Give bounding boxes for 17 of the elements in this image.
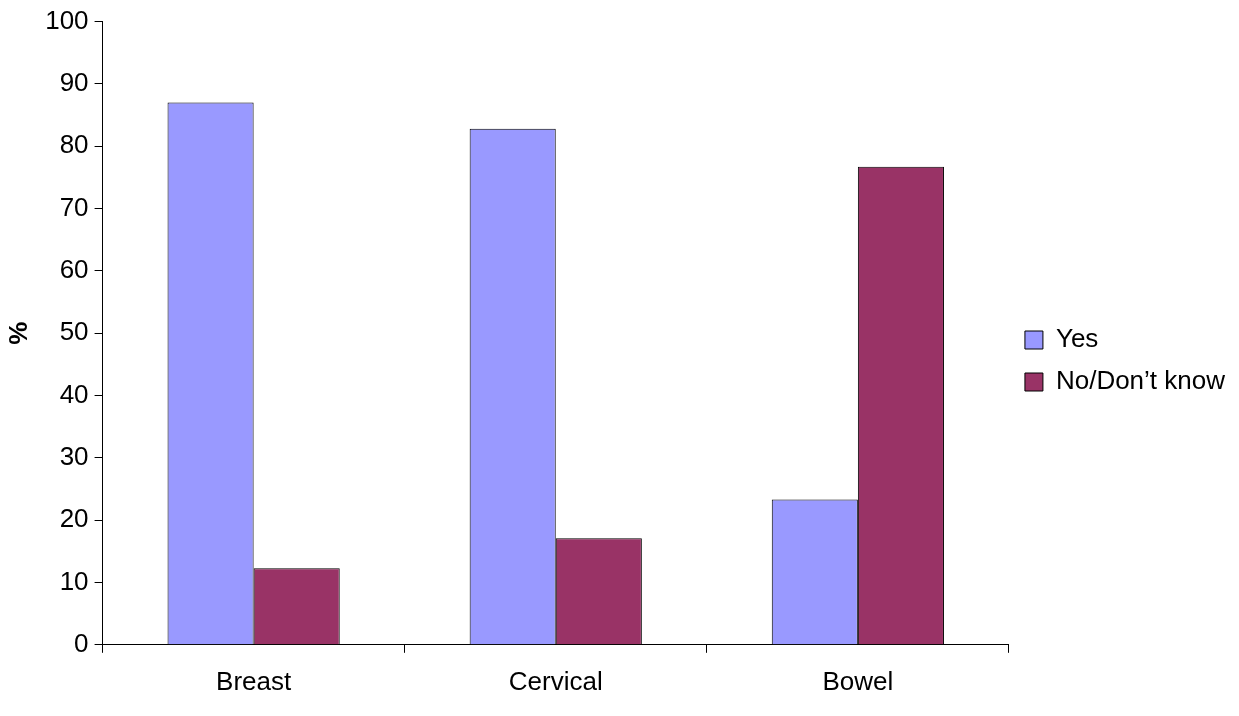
y-tick-label: 50 bbox=[59, 316, 89, 347]
legend-label: Yes bbox=[1055, 323, 1099, 354]
y-tick-label: 10 bbox=[59, 565, 89, 596]
y-tick-label: 80 bbox=[59, 129, 89, 160]
y-tick-label: 20 bbox=[59, 503, 89, 534]
y-tick-label: 0 bbox=[74, 627, 89, 658]
y-tick-label: 90 bbox=[59, 67, 89, 98]
x-tick-label: Bowel bbox=[822, 665, 894, 696]
legend-label: No/Don’t know bbox=[1055, 365, 1226, 396]
y-tick-label: 100 bbox=[45, 4, 89, 35]
y-tick-label: 60 bbox=[59, 254, 89, 285]
x-tick-label: Cervical bbox=[508, 665, 603, 696]
x-tick-label: Breast bbox=[216, 665, 292, 696]
y-axis-title: % bbox=[2, 321, 33, 345]
y-tick-label: 40 bbox=[59, 378, 89, 409]
y-tick-label: 30 bbox=[59, 441, 89, 472]
y-tick-label: 70 bbox=[59, 191, 89, 222]
